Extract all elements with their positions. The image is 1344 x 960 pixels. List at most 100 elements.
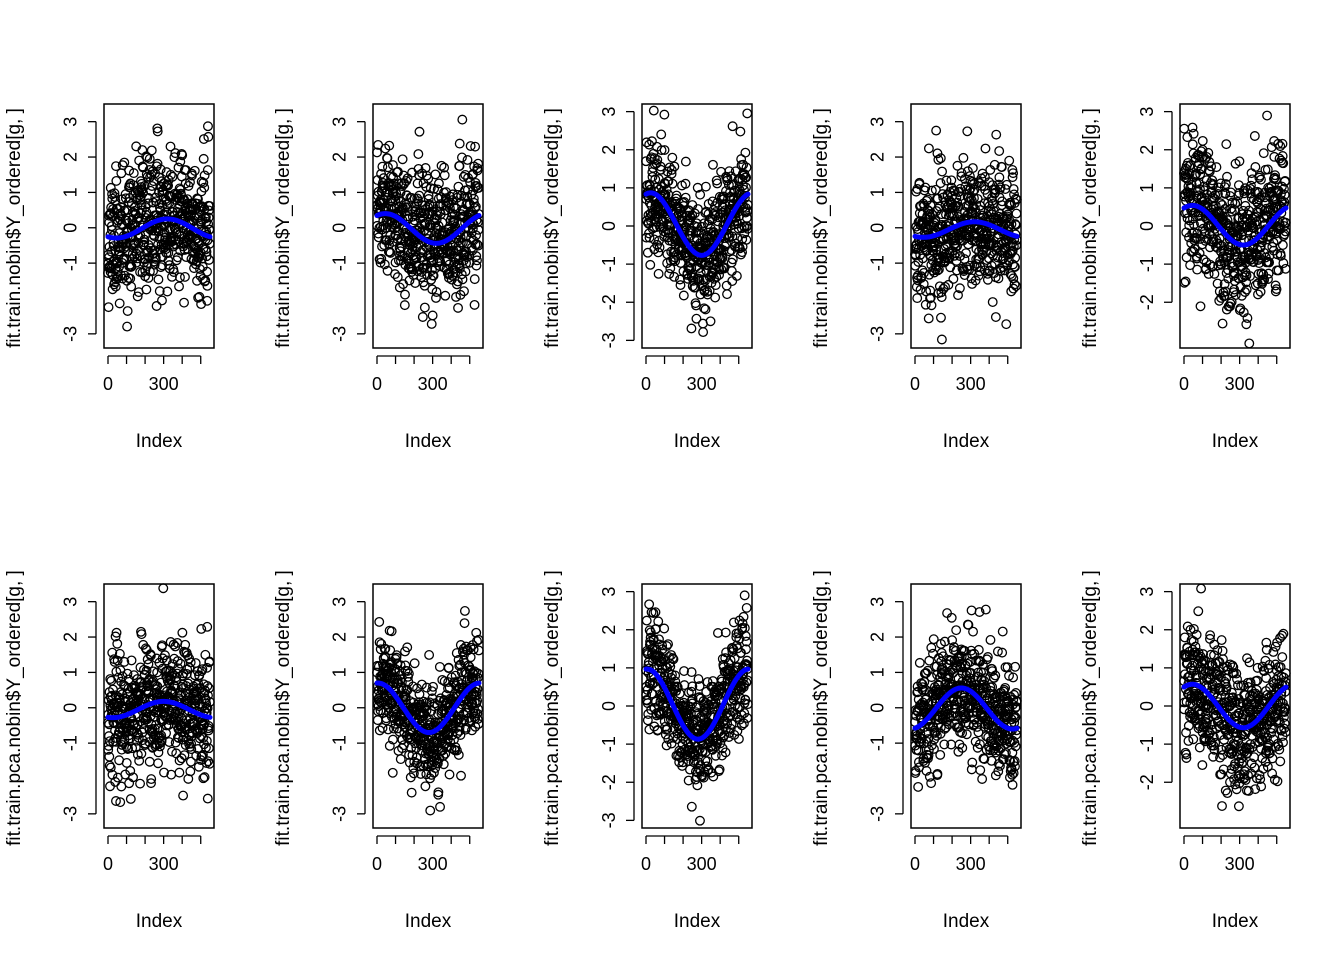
y-tick-label: -1: [330, 255, 350, 271]
data-point: [375, 257, 386, 268]
data-point: [114, 298, 125, 309]
x-tick-label: 300: [687, 374, 717, 394]
data-point: [189, 165, 200, 176]
data-point: [196, 176, 207, 187]
data-point: [175, 184, 186, 195]
y-tick-label: 1: [599, 183, 619, 193]
y-tick-label: 2: [61, 152, 81, 162]
y-tick-label: -1: [61, 255, 81, 271]
y-tick-label: -1: [330, 735, 350, 751]
data-point: [653, 268, 664, 279]
x-tick-label: 300: [1225, 374, 1255, 394]
data-point: [644, 232, 655, 243]
data-point: [460, 169, 471, 180]
data-point: [416, 272, 427, 283]
data-point: [146, 145, 157, 156]
y-axis-label: fit.train.nobin$Y_ordered[g, ]: [273, 108, 294, 348]
y-tick-label: -3: [330, 326, 350, 342]
y-tick-label: -3: [599, 332, 619, 348]
data-point: [170, 148, 181, 159]
data-point: [462, 155, 473, 165]
data-point: [202, 280, 213, 291]
data-point: [645, 259, 656, 270]
y-tick-label: 3: [330, 117, 350, 127]
data-point: [447, 195, 458, 206]
data-points: [103, 121, 215, 332]
data-point: [148, 266, 159, 276]
x-tick-label: 0: [103, 854, 113, 874]
data-point: [128, 168, 139, 179]
data-point: [180, 178, 191, 189]
data-point: [420, 163, 431, 173]
y-tick-label: 1: [330, 187, 350, 197]
data-point: [436, 160, 447, 171]
data-point: [194, 291, 205, 302]
data-point: [417, 168, 428, 179]
y-tick-label: 2: [61, 632, 81, 642]
y-tick-label: -1: [1137, 256, 1157, 272]
data-point: [456, 152, 467, 163]
y-axis-label: fit.train.nobin$Y_ordered[g, ]: [542, 108, 563, 348]
x-axis-label: Index: [1212, 431, 1259, 452]
data-point: [384, 246, 395, 257]
data-point: [390, 269, 400, 280]
data-point: [162, 286, 173, 297]
data-point: [382, 162, 393, 173]
data-point: [111, 161, 121, 172]
data-point: [202, 165, 213, 176]
data-point: [154, 286, 165, 297]
data-point: [155, 164, 166, 175]
data-point: [106, 221, 117, 232]
y-tick-label: -3: [330, 806, 350, 822]
panels: 0 300Index-3-10123fit.train.nobin$Y_order…: [4, 103, 1291, 932]
data-point: [182, 198, 193, 209]
data-point: [167, 171, 178, 182]
data-point: [419, 302, 430, 313]
data-point: [417, 312, 428, 322]
data-point: [175, 156, 186, 167]
x-axis-label: Index: [405, 911, 452, 932]
y-tick-label: -1: [599, 256, 619, 272]
data-point: [427, 310, 438, 321]
y-tick-label: -3: [61, 806, 81, 822]
data-point: [419, 225, 430, 236]
x-tick-label: 0: [641, 374, 651, 394]
data-point: [126, 281, 137, 292]
data-point: [111, 175, 122, 186]
y-tick-label: 0: [330, 223, 350, 233]
data-point: [174, 183, 185, 194]
data-point: [649, 153, 660, 164]
data-point: [423, 194, 434, 204]
data-point: [377, 161, 388, 172]
y-tick-label: 1: [61, 187, 81, 197]
data-point: [472, 165, 483, 176]
data-point: [437, 217, 448, 228]
data-point: [180, 271, 190, 282]
y-axis-label: fit.train.nobin$Y_ordered[g, ]: [4, 108, 25, 348]
y-axis-label: fit.train.nobin$Y_ordered[g, ]: [811, 108, 832, 348]
y-tick-label: 3: [61, 597, 81, 607]
data-point: [461, 199, 472, 210]
x-tick-label: 0: [372, 854, 382, 874]
data-point: [153, 274, 164, 285]
data-point: [150, 252, 161, 263]
data-point: [143, 273, 154, 283]
data-point: [469, 299, 480, 310]
x-tick-label: 0: [1179, 374, 1189, 394]
data-point: [177, 150, 188, 161]
data-point: [385, 247, 396, 258]
data-point: [199, 182, 210, 193]
x-tick-label: 300: [418, 374, 448, 394]
y-tick-label: -2: [599, 294, 619, 310]
data-point: [451, 292, 461, 302]
data-point: [168, 267, 179, 277]
y-tick-label: 0: [1137, 221, 1157, 231]
data-point: [165, 141, 176, 152]
data-point: [132, 291, 143, 302]
data-point: [110, 192, 121, 202]
plot-frame: [103, 103, 215, 349]
x-tick-label: 300: [149, 854, 179, 874]
data-point: [454, 263, 465, 274]
y-tick-label: 2: [1137, 145, 1157, 155]
